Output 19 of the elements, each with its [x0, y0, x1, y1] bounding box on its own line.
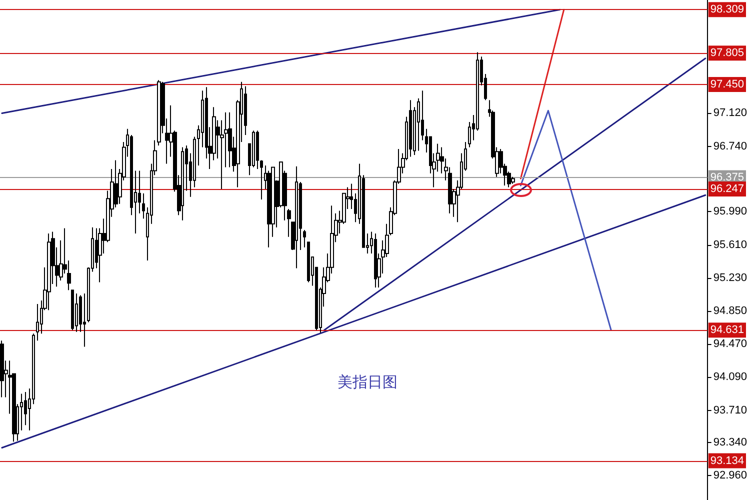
ref-line-label: 94.631	[710, 324, 744, 336]
y-tick-label: 95.610	[713, 238, 748, 251]
y-tick-label: 94.850	[713, 304, 748, 317]
ref-line-label: 98.309	[710, 4, 744, 16]
y-tick-label: 93.710	[713, 404, 748, 416]
ref-line-label: 97.805	[710, 47, 744, 60]
y-tick-label: 96.740	[713, 140, 748, 152]
ref-line-label: 97.450	[710, 78, 744, 90]
y-tick-label: 95.990	[713, 206, 748, 218]
y-tick-label: 93.340	[713, 436, 748, 449]
y-tick-label: 92.960	[713, 470, 748, 482]
ref-line-label: 96.247	[710, 183, 744, 196]
y-tick-label: 95.230	[713, 272, 748, 284]
annotation: 美指日图	[338, 374, 398, 391]
y-tick-label: 94.090	[713, 371, 748, 384]
ref-line-label: 93.134	[710, 454, 744, 467]
y-tick-label: 97.120	[713, 107, 748, 120]
y-tick-label: 94.470	[713, 338, 748, 350]
ref-line-label: 96.375	[710, 172, 744, 184]
